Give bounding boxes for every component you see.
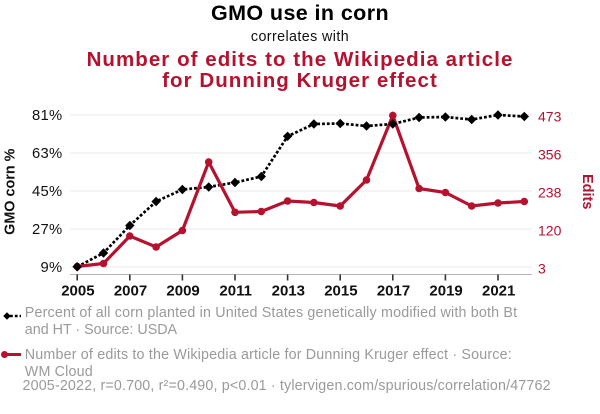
svg-text:81%: 81% bbox=[32, 108, 63, 124]
svg-text:120: 120 bbox=[538, 223, 562, 239]
svg-text:473: 473 bbox=[538, 109, 562, 125]
svg-text:2005: 2005 bbox=[61, 282, 94, 299]
svg-text:45%: 45% bbox=[32, 184, 63, 200]
svg-text:27%: 27% bbox=[32, 222, 63, 238]
svg-text:63%: 63% bbox=[32, 146, 63, 162]
svg-text:2009: 2009 bbox=[166, 282, 199, 299]
svg-text:GMO corn %: GMO corn % bbox=[2, 148, 18, 235]
svg-text:2011: 2011 bbox=[219, 282, 252, 299]
svg-text:356: 356 bbox=[538, 147, 562, 163]
svg-text:2015: 2015 bbox=[324, 282, 357, 299]
svg-text:3: 3 bbox=[538, 261, 546, 277]
svg-text:2017: 2017 bbox=[377, 282, 410, 299]
svg-text:238: 238 bbox=[538, 185, 562, 201]
svg-text:2013: 2013 bbox=[272, 282, 305, 299]
svg-text:2019: 2019 bbox=[429, 282, 462, 299]
svg-text:Edits: Edits bbox=[579, 174, 595, 209]
svg-text:2007: 2007 bbox=[114, 282, 147, 299]
svg-text:9%: 9% bbox=[41, 260, 63, 276]
svg-text:2021: 2021 bbox=[482, 282, 515, 299]
